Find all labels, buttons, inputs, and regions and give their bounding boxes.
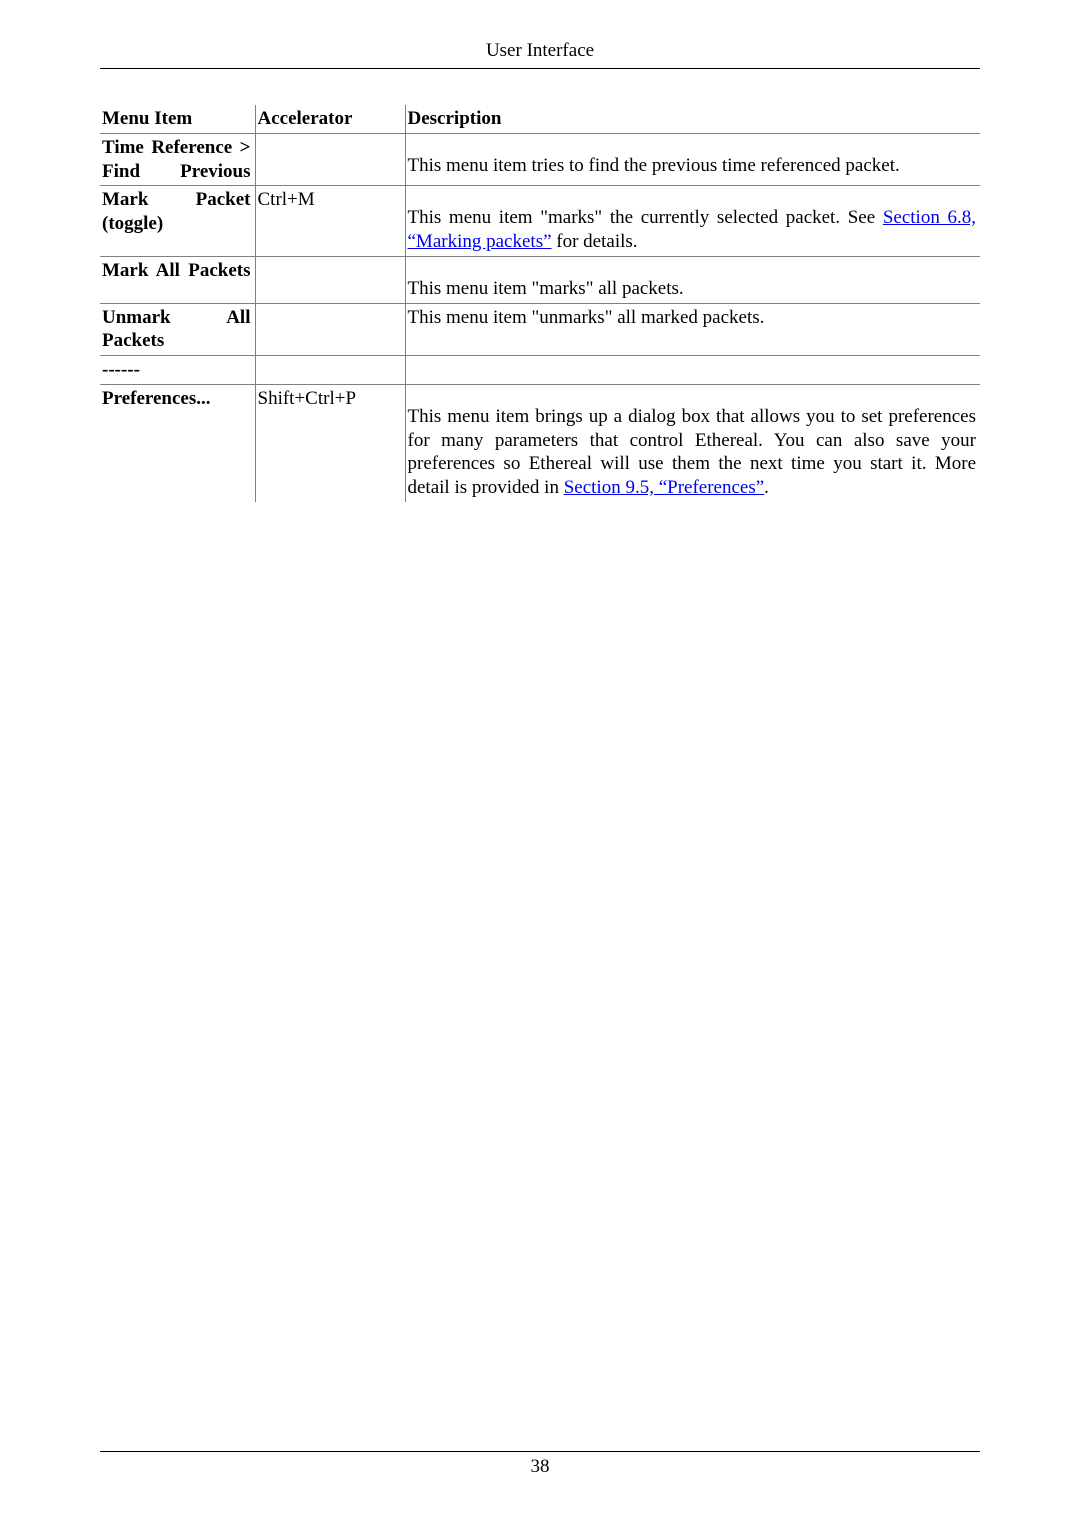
cell-menu-item: ------: [100, 356, 255, 385]
menu-table: Menu Item Accelerator Description Time R…: [100, 105, 980, 502]
table-row: Unmark All Packets This menu item "unmar…: [100, 303, 980, 356]
cell-description: This menu item tries to find the previou…: [405, 133, 980, 186]
link-preferences[interactable]: Section 9.5, “Preferences”: [564, 477, 764, 498]
cell-description: This menu item brings up a dialog box th…: [405, 384, 980, 502]
footer-rule: [100, 1451, 980, 1452]
cell-accelerator: Ctrl+M: [255, 186, 405, 257]
page-number: 38: [100, 1456, 980, 1478]
col-header-menu-item: Menu Item: [100, 105, 255, 133]
table-header-row: Menu Item Accelerator Description: [100, 105, 980, 133]
cell-menu-item: Time Reference > Find Previous: [100, 133, 255, 186]
cell-menu-item: Mark Packet (toggle): [100, 186, 255, 257]
cell-description: This menu item "unmarks" all marked pack…: [405, 303, 980, 356]
table-row-separator: ------: [100, 356, 980, 385]
cell-description: [405, 356, 980, 385]
cell-accelerator: [255, 356, 405, 385]
cell-accelerator: [255, 256, 405, 303]
table-row: Preferences... Shift+Ctrl+P This menu it…: [100, 384, 980, 502]
cell-menu-item: Preferences...: [100, 384, 255, 502]
cell-description: This menu item "marks" the currently sel…: [405, 186, 980, 257]
desc-text: for details.: [552, 231, 638, 252]
table-row: Time Reference > Find Previous This menu…: [100, 133, 980, 186]
col-header-description: Description: [405, 105, 980, 133]
cell-accelerator: [255, 303, 405, 356]
col-header-accelerator: Accelerator: [255, 105, 405, 133]
desc-text: .: [764, 477, 769, 498]
page-header-title: User Interface: [100, 40, 980, 62]
document-page: User Interface Menu Item Accelerator Des…: [0, 0, 1080, 1528]
spacer: [100, 502, 980, 1451]
cell-accelerator: Shift+Ctrl+P: [255, 384, 405, 502]
cell-menu-item: Unmark All Packets: [100, 303, 255, 356]
cell-description: This menu item "marks" all packets.: [405, 256, 980, 303]
table-row: Mark All Packets This menu item "marks" …: [100, 256, 980, 303]
desc-text: This menu item "marks" the currently sel…: [408, 207, 883, 228]
cell-menu-item: Mark All Packets: [100, 256, 255, 303]
header-rule: [100, 68, 980, 69]
table-row: Mark Packet (toggle) Ctrl+M This menu it…: [100, 186, 980, 257]
cell-accelerator: [255, 133, 405, 186]
